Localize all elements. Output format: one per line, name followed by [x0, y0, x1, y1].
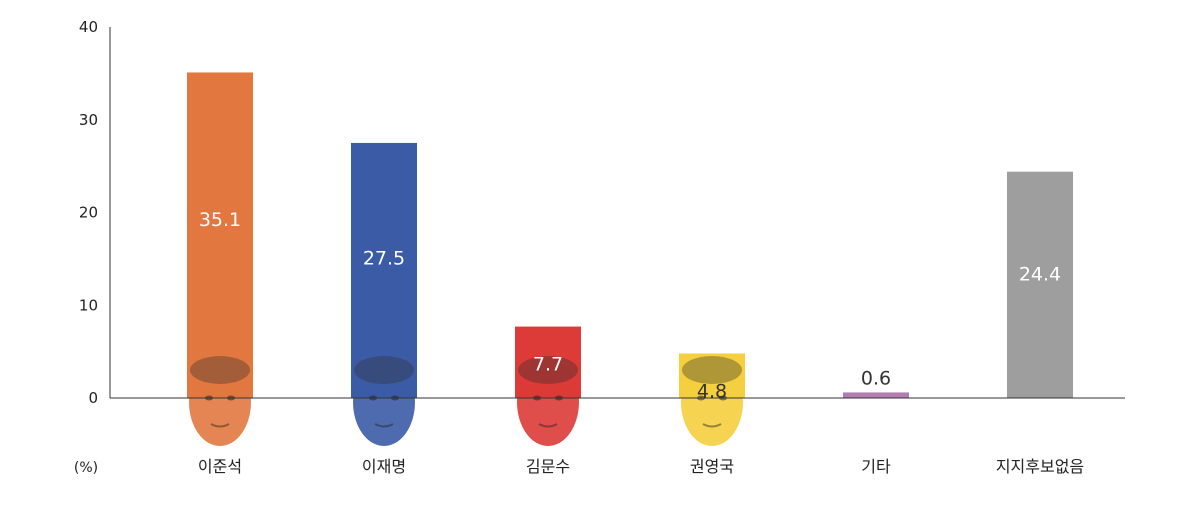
portrait-mouth — [702, 423, 722, 428]
category-label: 이준석 — [198, 457, 242, 476]
y-tick-label: 0 — [88, 389, 98, 407]
y-tick-labels: 0 10 20 30 40 — [79, 18, 98, 407]
portrait — [517, 356, 579, 446]
portraits-layer — [189, 356, 743, 446]
portrait — [681, 356, 743, 446]
value-label: 4.8 — [697, 380, 727, 402]
portrait-hair — [682, 356, 742, 384]
category-label: 김문수 — [526, 457, 570, 476]
portrait-face — [681, 358, 743, 446]
portrait-hair — [518, 356, 578, 384]
y-tick-label: 10 — [79, 296, 98, 314]
category-label: 지지후보없음 — [996, 457, 1084, 476]
category-label: 권영국 — [690, 457, 734, 476]
bar — [843, 392, 909, 398]
value-labels-layer: 35.1 27.5 7.7 4.8 0.6 24.4 — [199, 209, 1061, 403]
category-label: 기타 — [861, 457, 891, 476]
portrait-face — [353, 358, 415, 446]
y-tick-label: 20 — [79, 204, 98, 222]
bar — [351, 142, 417, 398]
value-label: 24.4 — [1019, 264, 1061, 286]
y-tick-label: 30 — [79, 111, 98, 129]
y-tick-label: 40 — [79, 18, 98, 36]
value-label: 35.1 — [199, 209, 241, 231]
portrait — [353, 356, 415, 446]
category-label: 이재명 — [362, 457, 406, 476]
bars-layer — [187, 72, 1073, 398]
portrait — [189, 356, 251, 446]
bar — [187, 72, 253, 398]
x-category-labels: 이준석 이재명 김문수 권영국 기타 지지후보없음 — [198, 457, 1084, 476]
portrait-hair — [354, 356, 414, 384]
value-label: 7.7 — [533, 354, 563, 376]
portrait-face — [189, 358, 251, 446]
portrait-face — [517, 358, 579, 446]
portrait-mouth — [210, 423, 230, 428]
value-label: 0.6 — [861, 367, 891, 389]
portrait-mouth — [374, 423, 394, 428]
value-label: 27.5 — [363, 248, 405, 270]
unit-label: (%) — [74, 460, 98, 476]
bar — [1007, 171, 1073, 398]
portrait-mouth — [538, 423, 558, 428]
portrait-hair — [190, 356, 250, 384]
